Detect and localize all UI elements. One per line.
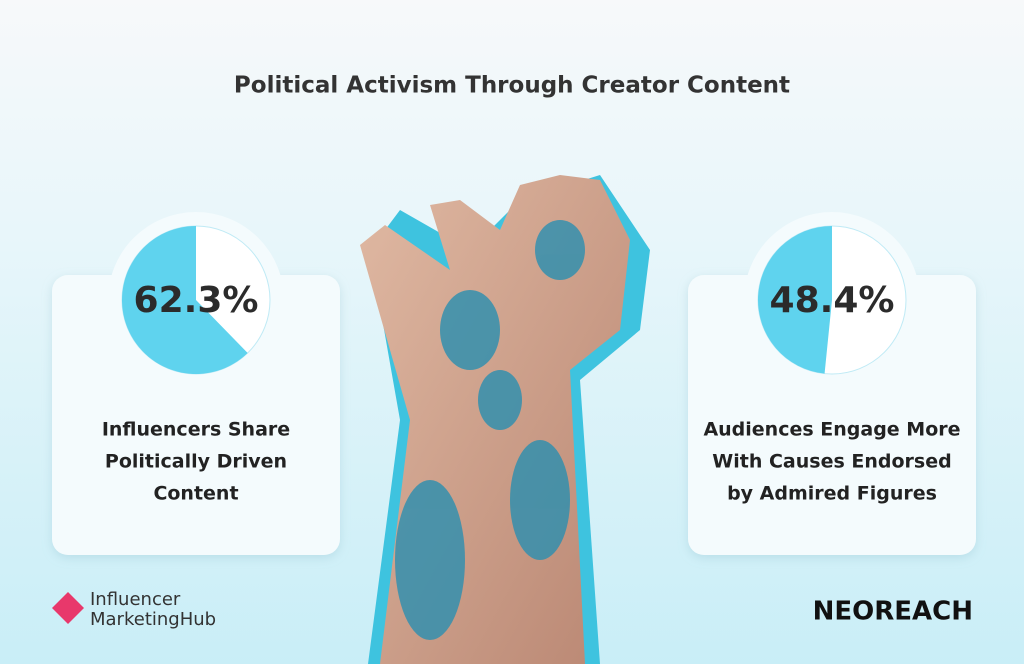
logo-text: Influencer (90, 589, 181, 610)
caption: by Admired Figures (727, 483, 937, 505)
logo-icon (52, 592, 84, 624)
caption: Audiences Engage More (703, 419, 960, 441)
caption: With Causes Endorsed (712, 451, 951, 473)
pie-slice (758, 226, 832, 374)
value-label: 62.3% (134, 280, 259, 321)
value-label: 48.4% (770, 280, 895, 321)
caption: Influencers Share (102, 419, 290, 441)
logo-left: Influencer MarketingHub (52, 589, 216, 630)
title: Political Activism Through Creator Conte… (234, 73, 790, 99)
caption: Content (153, 483, 238, 505)
hands-illustration (360, 175, 650, 664)
logo-right: NEOREACH (813, 597, 973, 627)
pie-slice (122, 226, 248, 375)
logo-text: MarketingHub (90, 609, 216, 630)
caption: Politically Driven (105, 451, 287, 473)
